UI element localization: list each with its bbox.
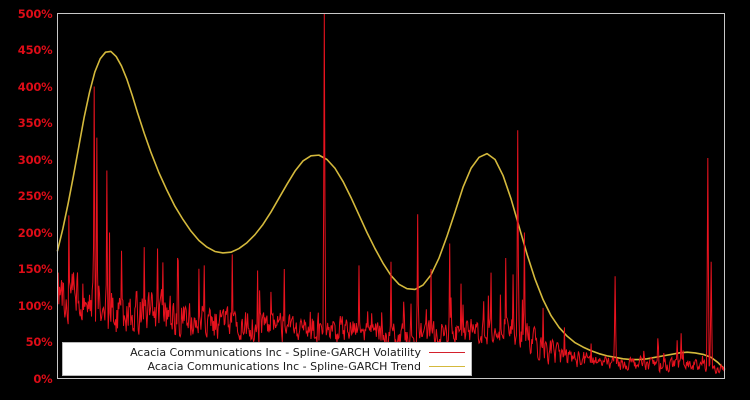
series-line-trend <box>56 50 726 370</box>
y-axis-tick-label: 350% <box>17 116 53 130</box>
plot-frame-overlay <box>57 13 725 379</box>
y-axis-tick-label: 50% <box>25 335 53 349</box>
y-axis-tick-label: 0% <box>33 371 53 386</box>
y-axis-tick-label: 250% <box>17 189 53 203</box>
legend-label-trend: Acacia Communications Inc - Spline-GARCH… <box>147 359 421 373</box>
legend-swatch-volatility <box>429 351 465 353</box>
legend-label-volatility: Acacia Communications Inc - Spline-GARCH… <box>130 345 421 359</box>
plot-area <box>56 13 726 379</box>
y-axis-tick-label: 100% <box>17 298 53 313</box>
legend-swatch-trend <box>429 365 465 367</box>
y-axis-tick-label: 300% <box>17 152 53 167</box>
y-axis-tick-label: 400% <box>17 79 53 94</box>
chart-legend: Acacia Communications Inc - Spline-GARCH… <box>62 342 472 376</box>
y-axis-tick-label: 150% <box>17 262 53 276</box>
y-axis-tick-label: 450% <box>17 43 53 57</box>
legend-item-trend: Acacia Communications Inc - Spline-GARCH… <box>69 359 465 373</box>
series-line-volatility <box>57 13 725 375</box>
y-axis-tick-label: 500% <box>17 6 53 21</box>
legend-item-volatility: Acacia Communications Inc - Spline-GARCH… <box>69 345 465 359</box>
plot-frame <box>57 13 725 379</box>
y-axis-tick-label: 200% <box>17 225 53 240</box>
